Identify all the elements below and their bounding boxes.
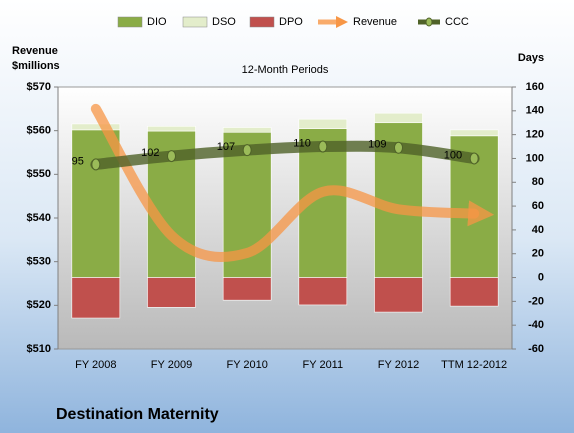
- bar: [147, 126, 196, 132]
- bar: [374, 277, 423, 313]
- y2-tick-label: 140: [526, 105, 544, 117]
- y-tick-label: $550: [27, 168, 51, 180]
- caption: Destination Maternity: [56, 406, 219, 423]
- bar: [222, 277, 272, 301]
- bar: [449, 129, 499, 137]
- bar: [298, 277, 348, 306]
- x-tick-label: TTM 12-2012: [441, 359, 507, 371]
- legend-label: CCC: [445, 16, 469, 28]
- legend-arrow: [336, 16, 348, 28]
- bar: [222, 127, 272, 133]
- y2-tick-label: 0: [538, 271, 544, 283]
- y2-tick-label: 120: [526, 129, 544, 141]
- y2-tick-label: 40: [532, 224, 544, 236]
- x-tick-label: FY 2009: [151, 359, 192, 371]
- data-label: 95: [72, 155, 84, 167]
- legend-label: DPO: [279, 16, 303, 28]
- legend-item: DSO: [182, 16, 236, 28]
- legend-item: CCC: [418, 16, 469, 28]
- legend-label: DSO: [212, 16, 236, 28]
- point: [242, 144, 252, 157]
- y2-tick-label: 60: [532, 200, 544, 212]
- y2-tick-label: 100: [526, 152, 544, 164]
- legend-label: DIO: [147, 16, 167, 28]
- x-tick-label: FY 2011: [303, 359, 344, 371]
- data-label: 110: [293, 137, 311, 149]
- bar: [374, 112, 423, 124]
- y2-tick-label: -60: [528, 343, 544, 355]
- y-tick-label: $520: [27, 299, 51, 311]
- point: [318, 140, 328, 153]
- bar: [449, 277, 499, 307]
- data-label: 102: [141, 147, 159, 159]
- bar: [71, 123, 121, 131]
- y-tick-label: $570: [27, 81, 51, 93]
- line: [90, 103, 495, 262]
- legend-swatch: [182, 16, 208, 28]
- y-tick-label: $530: [27, 256, 51, 268]
- point: [394, 141, 403, 154]
- bar: [71, 277, 121, 319]
- legend-item: Revenue: [318, 16, 397, 28]
- legend-marker: [425, 17, 433, 27]
- y2-tick-label: -20: [528, 295, 544, 307]
- data-label: 100: [444, 149, 462, 161]
- y-tick-label: $540: [27, 212, 51, 224]
- y-tick-label: $510: [27, 343, 51, 355]
- y2-tick-label: 80: [532, 176, 544, 188]
- line: [90, 140, 480, 170]
- y2-tick-label: 160: [526, 81, 544, 93]
- legend-item: DPO: [249, 16, 303, 28]
- chart-title: 12-Month Periods: [242, 64, 329, 76]
- point: [469, 152, 479, 165]
- x-tick-label: FY 2012: [378, 359, 419, 371]
- point: [167, 150, 176, 163]
- data-label: 107: [217, 141, 235, 153]
- legend-label: Revenue: [353, 16, 397, 28]
- bar: [71, 129, 121, 278]
- bar: [298, 118, 348, 129]
- data-label: 109: [368, 139, 386, 151]
- y2-axis-title: Days: [518, 52, 544, 64]
- y2-tick-label: -40: [528, 319, 544, 331]
- y-tick-label: $560: [27, 125, 51, 137]
- x-tick-label: FY 2008: [75, 359, 116, 371]
- x-tick-label: FY 2010: [226, 359, 267, 371]
- legend-swatch: [249, 16, 275, 28]
- bar: [147, 277, 196, 308]
- legend-swatch: [117, 16, 143, 28]
- point: [91, 158, 101, 171]
- y2-tick-label: 20: [532, 248, 544, 260]
- y-axis-title: Revenue $millions: [12, 45, 60, 72]
- legend-item: DIO: [117, 16, 167, 28]
